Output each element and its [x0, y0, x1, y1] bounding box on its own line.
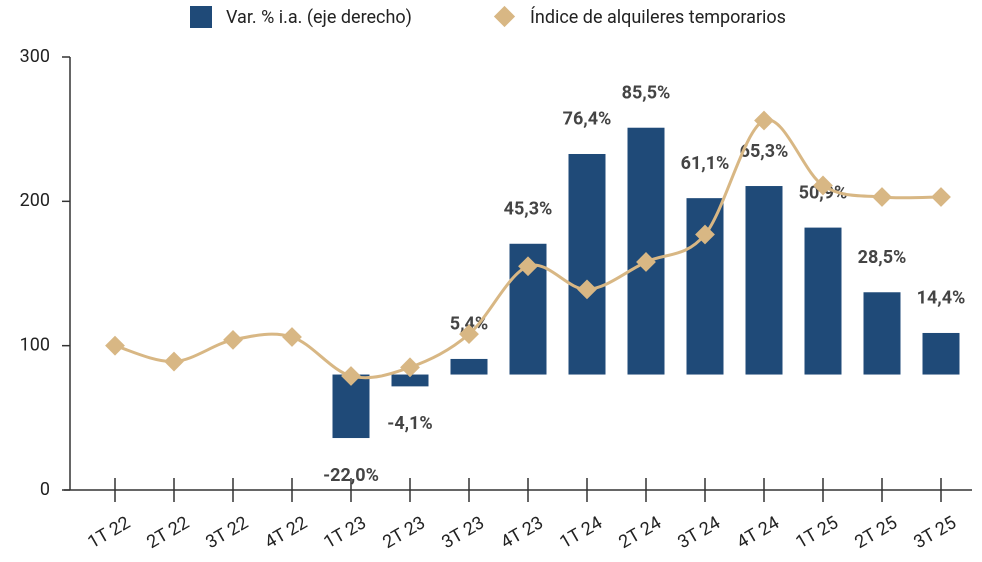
bar	[745, 186, 783, 375]
x-tick-label: 1T 23	[320, 512, 370, 553]
y-tick-label: 200	[20, 190, 50, 211]
y-tick-label: 300	[20, 46, 50, 67]
value-label: 85,5%	[622, 82, 671, 103]
bar	[863, 292, 901, 375]
value-label: 65,3%	[740, 141, 789, 162]
marker	[400, 357, 420, 378]
marker	[282, 327, 302, 347]
value-label: -22,0%	[323, 465, 379, 486]
x-tick-label: 2T 23	[379, 512, 429, 553]
x-tick-label: 3T 23	[438, 512, 488, 553]
value-label: 5,4%	[450, 314, 488, 335]
x-tick-label: 4T 23	[497, 512, 547, 553]
x-tick-label: 3T 24	[674, 512, 724, 553]
marker	[459, 324, 479, 345]
y-tick-label: 100	[20, 334, 50, 355]
x-tick-label: 3T 22	[202, 512, 252, 553]
legend-swatch	[190, 6, 212, 28]
bar	[568, 153, 606, 375]
x-tick-label: 4T 22	[261, 512, 311, 553]
bar	[450, 358, 488, 375]
bar	[627, 127, 665, 375]
legend-label: Índice de alquileres temporarios	[530, 6, 786, 28]
value-label: 14,4%	[917, 288, 966, 309]
marker	[341, 366, 361, 386]
marker	[223, 329, 243, 350]
bar	[391, 374, 429, 387]
value-label: 45,3%	[504, 199, 553, 220]
bar	[686, 198, 724, 375]
x-tick-label: 2T 24	[615, 512, 665, 553]
bar	[922, 332, 960, 375]
x-tick-label: 1T 25	[792, 512, 842, 553]
x-tick-label: 2T 25	[851, 512, 901, 553]
marker	[164, 351, 184, 372]
marker	[577, 279, 597, 300]
marker	[872, 187, 892, 207]
value-label: -4,1%	[387, 413, 432, 434]
marker	[931, 187, 951, 207]
marker	[636, 252, 656, 272]
line	[114, 118, 942, 380]
value-label: 61,1%	[681, 153, 730, 174]
x-tick-label: 4T 24	[733, 512, 783, 553]
legend-swatch	[493, 5, 516, 28]
value-label: 76,4%	[563, 109, 612, 130]
x-tick-label: 3T 25	[910, 512, 960, 553]
value-label: 28,5%	[858, 247, 907, 268]
marker	[518, 256, 538, 277]
x-tick-label: 1T 22	[84, 512, 134, 553]
marker	[105, 335, 125, 356]
bar	[804, 227, 842, 375]
x-tick-label: 2T 22	[143, 512, 193, 553]
y-tick-label: 0	[40, 479, 50, 500]
legend-label: Var. % i.a. (eje derecho)	[226, 7, 412, 28]
x-tick-label: 1T 24	[556, 512, 606, 553]
